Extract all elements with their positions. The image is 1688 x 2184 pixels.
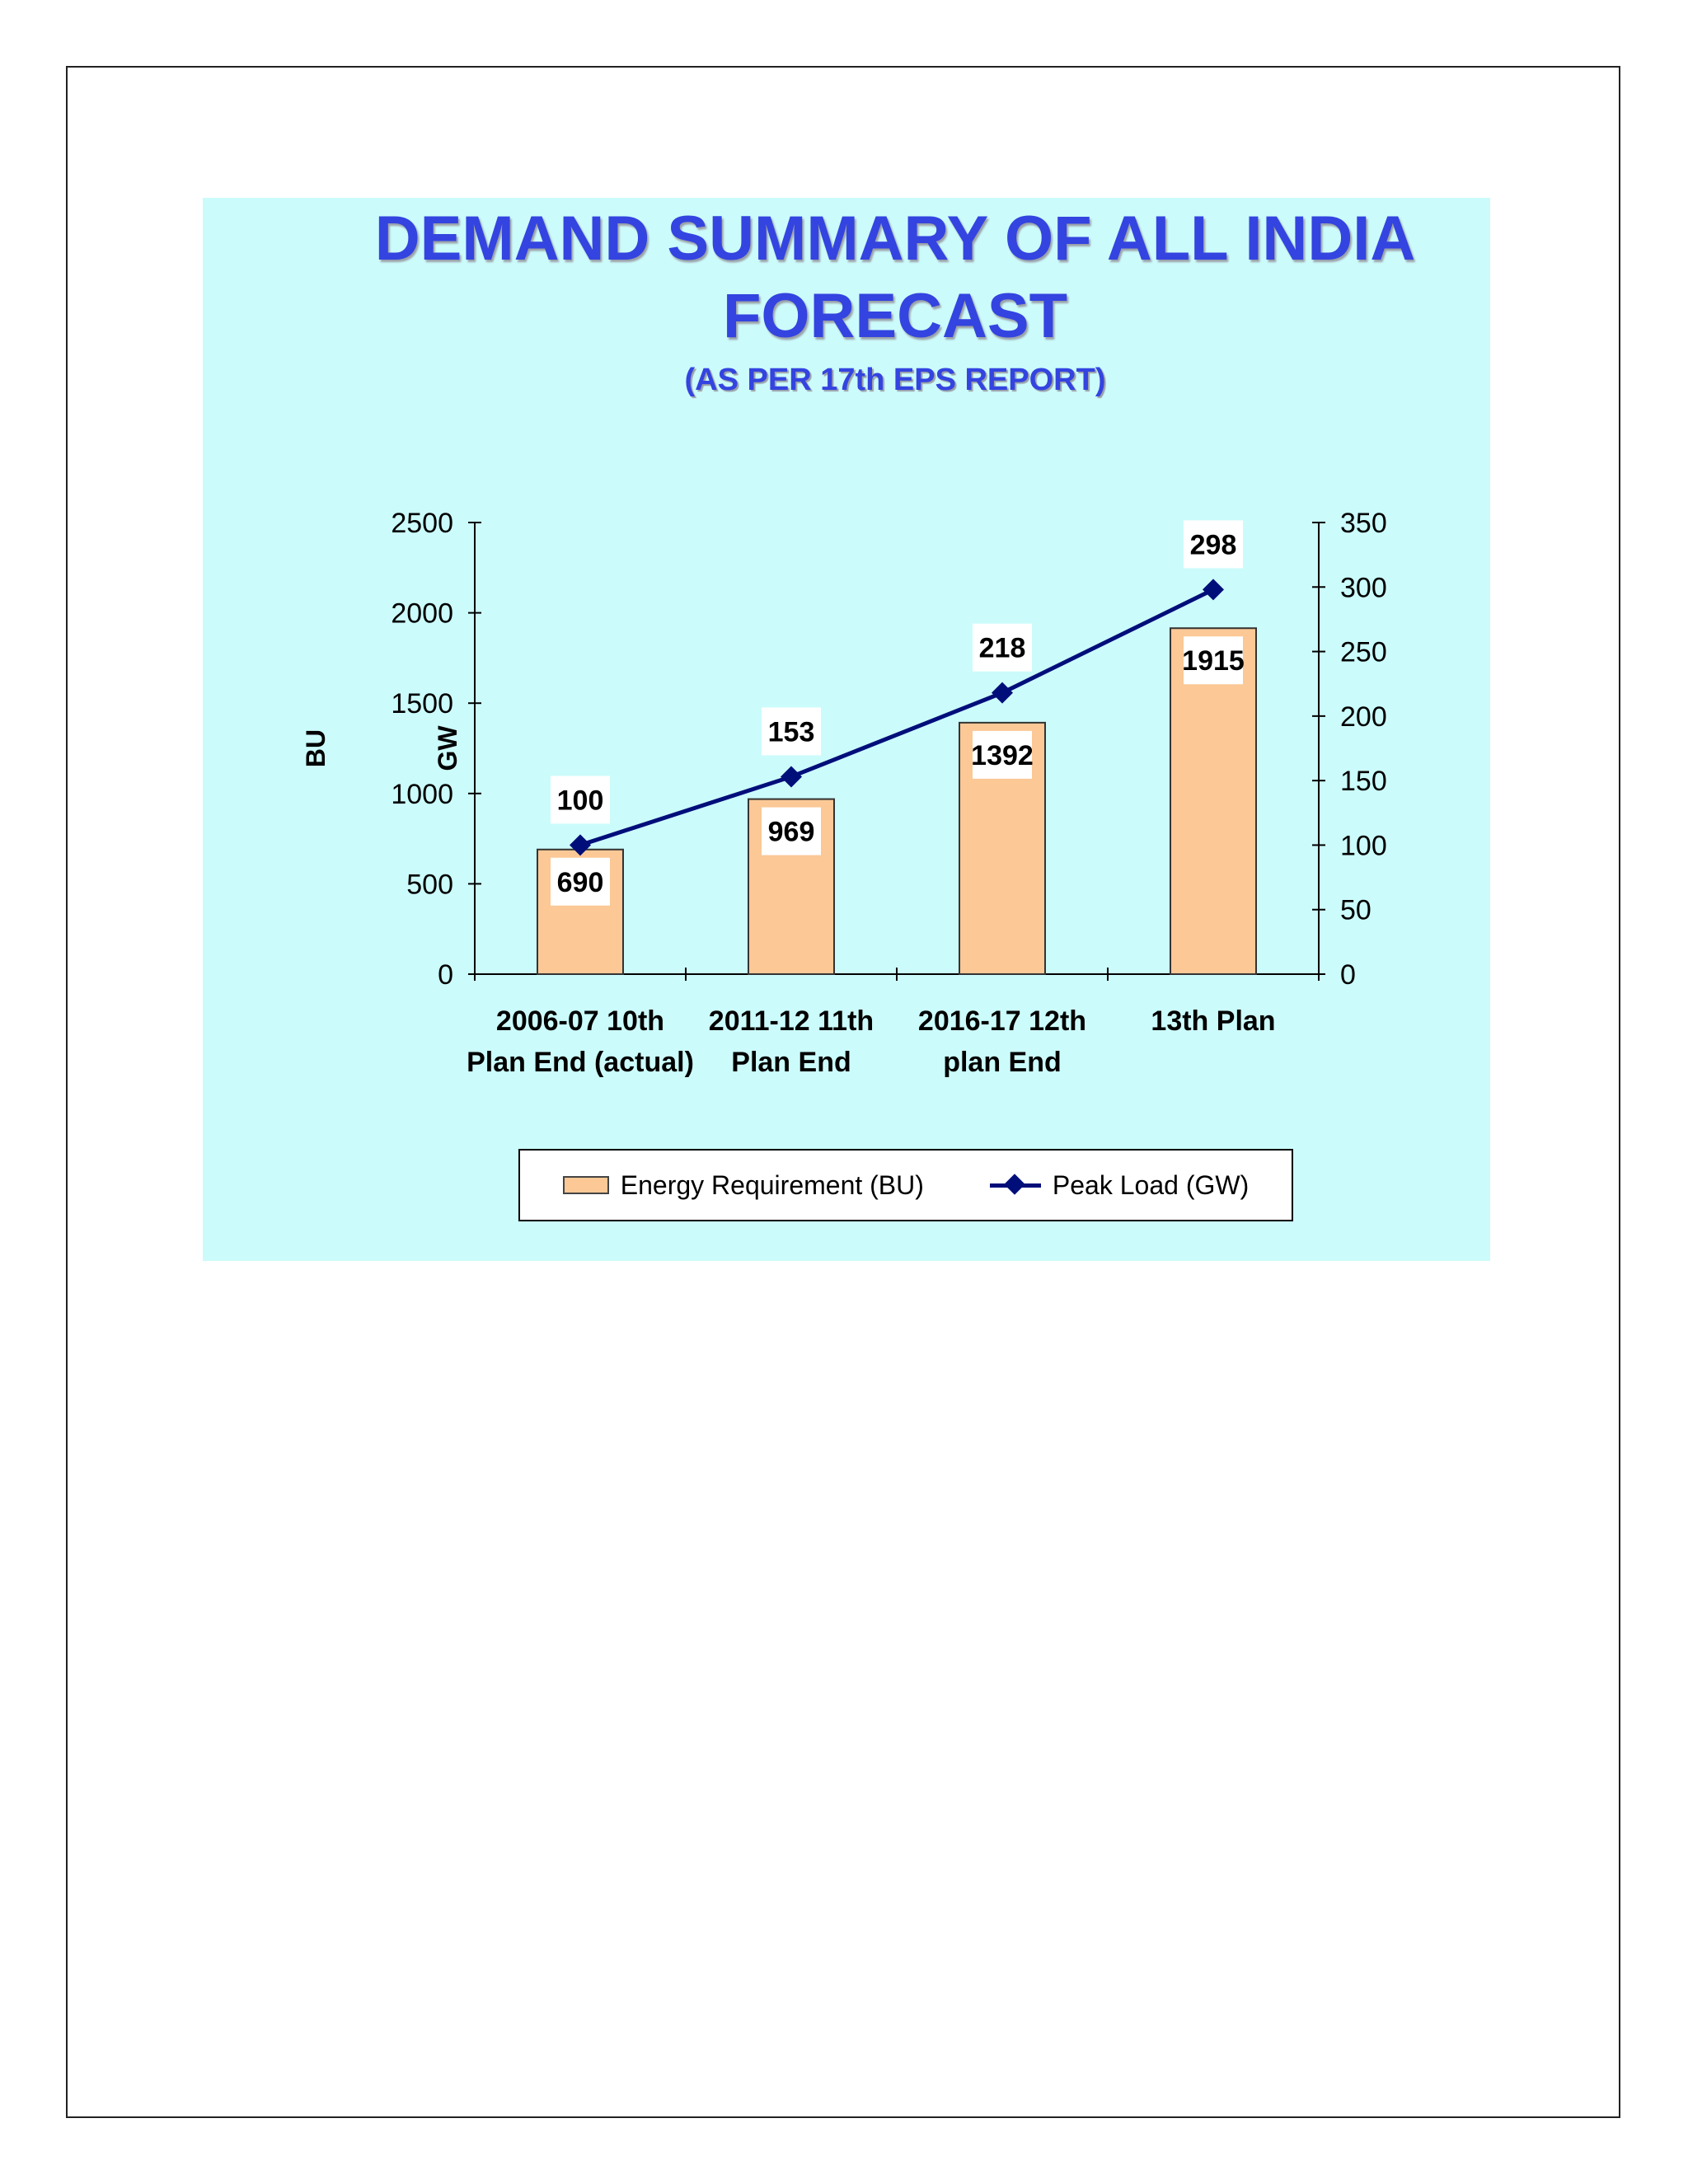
line-point-0 xyxy=(570,834,591,856)
line-label-box-3 xyxy=(1184,520,1243,569)
chart-slide: DEMAND SUMMARY OF ALL INDIA FORECAST (AS… xyxy=(203,198,1490,1261)
line-layer xyxy=(570,579,1224,856)
legend-bar-label: Energy Requirement (BU) xyxy=(620,1169,924,1200)
x-category-label-2: 2016-17 12th plan End xyxy=(918,1005,1086,1078)
chart-subtitle: (AS PER 17th EPS REPORT) xyxy=(684,363,1106,397)
bar-value-label-3: 1915 xyxy=(1182,645,1245,677)
legend-line-label: Peak Load (GW) xyxy=(1052,1169,1250,1200)
x-category-label-3: 13th Plan xyxy=(1151,1005,1275,1037)
right-tick-label-5: 250 xyxy=(1340,637,1387,668)
x-category-label-line: plan End xyxy=(943,1047,1062,1078)
right-tick-label-4: 200 xyxy=(1340,701,1387,733)
right-tick-label-0: 0 xyxy=(1340,959,1356,991)
legend-bar-swatch xyxy=(562,1176,609,1194)
right-tick-label-1: 50 xyxy=(1340,895,1372,926)
left-tick-label-3: 1500 xyxy=(391,688,453,719)
bar-value-label-1: 969 xyxy=(768,817,815,848)
y-axis-title-left: BU xyxy=(301,729,331,767)
x-category-label-1: 2011-12 11th Plan End xyxy=(709,1005,874,1078)
chart-title-line2: FORECAST xyxy=(723,281,1067,351)
line-label-box-1 xyxy=(762,707,821,756)
legend-item-bar: Energy Requirement (BU) xyxy=(562,1169,924,1201)
line-point-1 xyxy=(781,766,802,788)
bar-label-box-2 xyxy=(973,730,1032,779)
line-value-label-2: 218 xyxy=(979,633,1026,664)
x-category-label-line: 2011-12 11th xyxy=(709,1005,874,1037)
x-category-label-line: 13th Plan xyxy=(1151,1005,1275,1037)
line-label-box-0 xyxy=(551,776,610,824)
line-peak-load xyxy=(579,588,1215,847)
left-tick-label-1: 500 xyxy=(406,869,453,900)
right-tick-label-7: 350 xyxy=(1340,508,1387,539)
right-tick-label-2: 100 xyxy=(1340,830,1387,861)
chart-title-line1: DEMAND SUMMARY OF ALL INDIA xyxy=(374,204,1416,274)
chart-legend: Energy Requirement (BU) Peak Load (GW) xyxy=(518,1149,1293,1221)
line-point-3 xyxy=(1203,579,1224,601)
x-category-label-line: Plan End xyxy=(731,1047,851,1078)
labels-layer: 690 969 1392 1915 100 153 218 298 xyxy=(551,520,1245,906)
bar-value-label-0: 690 xyxy=(557,867,604,898)
left-tick-label-2: 1000 xyxy=(391,779,453,810)
x-category-label-line: 2006-07 10th xyxy=(496,1005,664,1037)
x-category-label-line: 2016-17 12th xyxy=(918,1005,1086,1037)
right-tick-label-6: 300 xyxy=(1340,572,1387,603)
bar-label-box-3 xyxy=(1184,636,1243,685)
x-category-label-0: 2006-07 10th Plan End (actual) xyxy=(467,1005,694,1078)
bars-layer xyxy=(537,627,1257,976)
bar-label-box-1 xyxy=(762,807,821,855)
x-category-label-line: Plan End (actual) xyxy=(467,1047,694,1078)
left-tick-label-4: 2000 xyxy=(391,598,453,630)
line-label-box-2 xyxy=(973,623,1032,672)
y-axis-title-right: GW xyxy=(433,725,462,771)
left-tick-label-5: 2500 xyxy=(391,508,453,539)
line-value-label-1: 153 xyxy=(768,716,815,748)
bar-value-label-2: 1392 xyxy=(971,740,1034,771)
bar-energy-3 xyxy=(1170,627,1257,975)
line-value-label-3: 298 xyxy=(1190,529,1237,560)
page-frame xyxy=(66,66,1620,2118)
legend-item-line: Peak Load (GW) xyxy=(989,1169,1250,1201)
combo-chart: 0 500 1000 1500 2000 2500 0 50 100 150 200 250 300 35… xyxy=(301,508,1387,1078)
right-tick-label-3: 150 xyxy=(1340,766,1387,797)
bar-label-box-0 xyxy=(551,857,610,906)
left-tick-label-0: 0 xyxy=(438,959,453,991)
legend-line-swatch xyxy=(989,1174,1041,1195)
line-point-2 xyxy=(992,682,1013,704)
line-value-label-0: 100 xyxy=(557,785,604,816)
